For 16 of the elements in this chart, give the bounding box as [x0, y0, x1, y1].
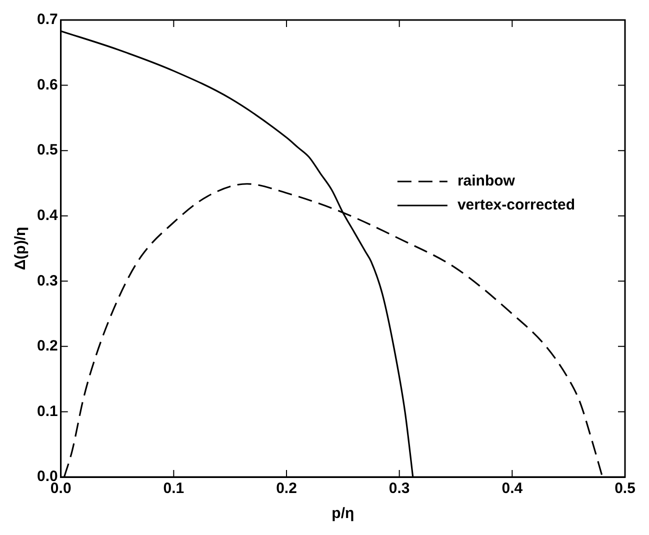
y-tick-label: 0.4: [36, 207, 58, 224]
y-tick-label: 0.3: [36, 272, 58, 290]
legend-label: vertex-corrected: [457, 196, 575, 214]
y-tick-label: 0.1: [36, 402, 58, 420]
x-tick-label: 0.2: [276, 480, 297, 498]
y-tick-label: 0.6: [36, 76, 58, 94]
y-tick-label: 0.5: [36, 142, 58, 159]
x-tick-label: 0.4: [502, 480, 524, 498]
y-axis-title: Δ(p)/η: [12, 226, 30, 270]
x-tick-label: 0.1: [163, 480, 184, 498]
y-tick-label: 0.7: [36, 11, 58, 28]
y-tick-label: 0.2: [36, 338, 58, 355]
x-tick-label: 0.3: [388, 480, 410, 498]
x-tick-label: 0.5: [614, 480, 636, 498]
x-axis-title: p/η: [332, 505, 354, 522]
legend-label: rainbow: [457, 172, 516, 190]
